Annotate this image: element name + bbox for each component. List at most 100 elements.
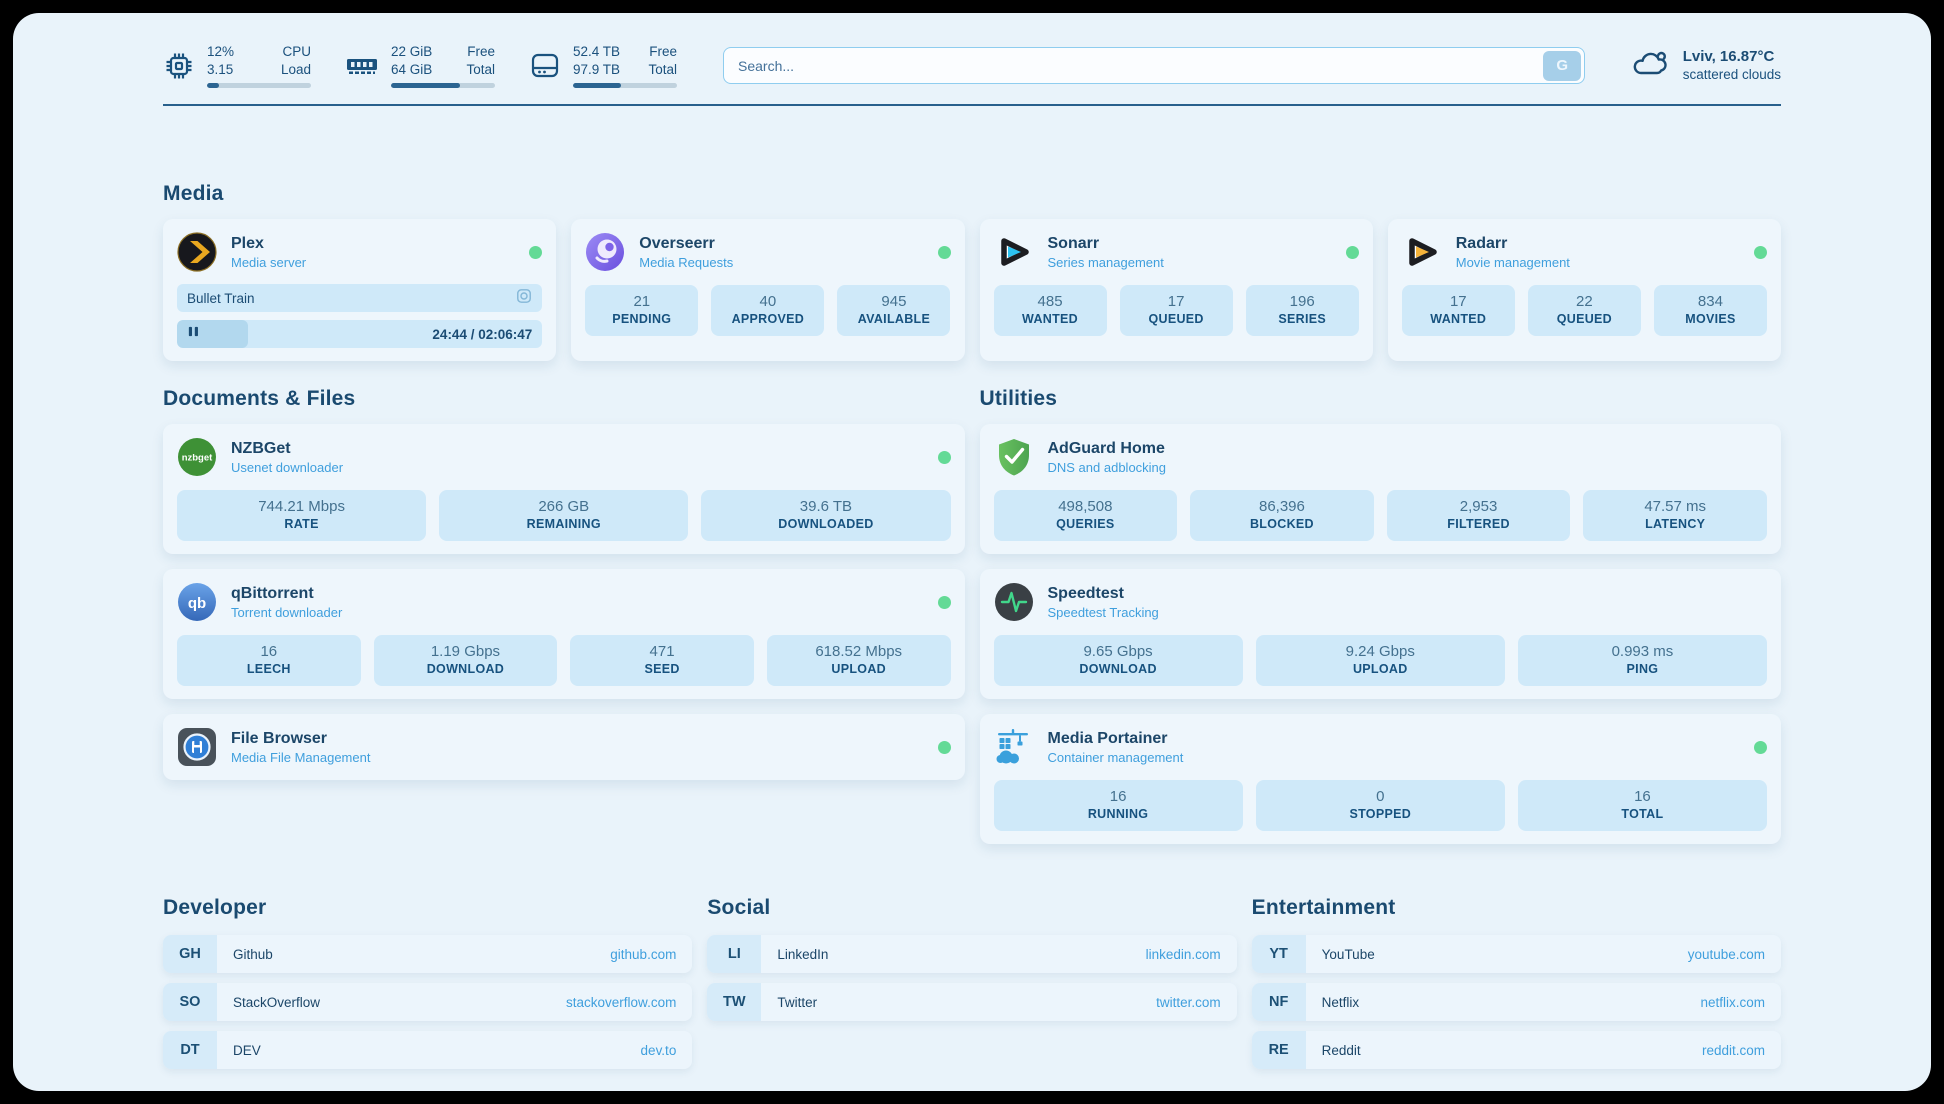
app-card-radarr[interactable]: Radarr Movie management 17 WANTED 22 QUEUE… bbox=[1387, 219, 1781, 361]
status-online-dot bbox=[1754, 245, 1767, 259]
app-subtitle: Movie management bbox=[1455, 254, 1570, 270]
link-url[interactable]: linkedin.com bbox=[1145, 946, 1221, 962]
qbittorrent-icon: qb bbox=[177, 582, 217, 622]
link-reddit[interactable]: RE Reddit reddit.com bbox=[1251, 1031, 1781, 1069]
storage-free-value: 52.4 TB bbox=[573, 44, 621, 59]
app-title: Overseerr bbox=[639, 234, 715, 252]
section-title-developer: Developer bbox=[163, 896, 267, 919]
storage-total-label: Total bbox=[648, 62, 677, 77]
app-subtitle: Media Requests bbox=[639, 254, 734, 270]
storage-progress-fill bbox=[573, 83, 621, 88]
status-online-dot bbox=[937, 450, 951, 464]
link-abbr: YT bbox=[1251, 935, 1306, 973]
link-linkedin[interactable]: LI LinkedIn linkedin.com bbox=[707, 935, 1237, 973]
stat-download: 9.65 Gbps DOWNLOAD bbox=[993, 635, 1243, 686]
pause-icon[interactable] bbox=[187, 325, 200, 343]
app-card-sonarr[interactable]: Sonarr Series management 485 WANTED 17 QUE… bbox=[979, 219, 1373, 361]
app-card-qbittorrent[interactable]: qb qBittorrent Torrent downloader 16 LEEC… bbox=[163, 569, 965, 699]
stat-pending: 21 PENDING bbox=[585, 285, 699, 336]
link-youtube[interactable]: YT YouTube youtube.com bbox=[1251, 935, 1781, 973]
link-url[interactable]: twitter.com bbox=[1156, 994, 1221, 1010]
app-title: Sonarr bbox=[1047, 234, 1100, 252]
section-title-documents: Documents & Files bbox=[163, 387, 356, 410]
app-subtitle: Torrent downloader bbox=[231, 604, 343, 620]
link-url[interactable]: reddit.com bbox=[1701, 1042, 1765, 1058]
link-dev[interactable]: DT DEV dev.to bbox=[163, 1031, 693, 1069]
cpu-load-value: 3.15 bbox=[207, 62, 234, 77]
section-title-utilities: Utilities bbox=[979, 387, 1058, 410]
link-abbr: DT bbox=[163, 1031, 217, 1069]
app-card-adguard[interactable]: AdGuard Home DNS and adblocking 498,508 Q… bbox=[979, 424, 1781, 554]
link-twitter[interactable]: TW Twitter twitter.com bbox=[707, 983, 1237, 1021]
link-url[interactable]: github.com bbox=[610, 946, 677, 962]
status-online-dot bbox=[937, 595, 951, 609]
app-card-nzbget[interactable]: nzbget NZBGet Usenet downloader 744.21 M… bbox=[163, 424, 965, 554]
app-title: File Browser bbox=[231, 729, 328, 747]
app-card-plex[interactable]: Plex Media server Bullet Train bbox=[163, 219, 557, 361]
storage-icon bbox=[529, 50, 561, 82]
overseerr-icon bbox=[585, 232, 625, 272]
link-stackoverflow[interactable]: SO StackOverflow stackoverflow.com bbox=[163, 983, 693, 1021]
search-input[interactable] bbox=[723, 47, 1585, 84]
now-playing-title: Bullet Train bbox=[187, 290, 255, 306]
stat-leech: 16 LEECH bbox=[177, 635, 361, 686]
cpu-usage-value: 12% bbox=[207, 44, 235, 59]
cpu-progress-fill bbox=[207, 83, 220, 88]
stat-rate: 744.21 Mbps RATE bbox=[177, 490, 427, 541]
link-github[interactable]: GH Github github.com bbox=[163, 935, 693, 973]
memory-stat-group: 22 GiB Free 64 GiB Total bbox=[345, 43, 495, 88]
stat-running: 16 RUNNING bbox=[993, 780, 1243, 831]
cpu-stat-group: 12% CPU 3.15 Load bbox=[163, 43, 311, 88]
stat-remaining: 266 GB REMAINING bbox=[439, 490, 689, 541]
cpu-load-label: Load bbox=[280, 62, 311, 77]
app-title: Radarr bbox=[1455, 234, 1508, 252]
memory-progress-track bbox=[391, 83, 495, 88]
link-name: LinkedIn bbox=[777, 946, 829, 962]
cpu-progress-track bbox=[207, 83, 311, 88]
stat-upload: 618.52 Mbps UPLOAD bbox=[766, 635, 951, 686]
app-subtitle: Speedtest Tracking bbox=[1047, 604, 1159, 620]
link-url[interactable]: netflix.com bbox=[1700, 994, 1765, 1010]
cpu-icon bbox=[163, 50, 195, 82]
playback-progress-bar[interactable]: 24:44 / 02:06:47 bbox=[177, 320, 543, 348]
app-subtitle: Media server bbox=[231, 254, 307, 270]
link-name: Netflix bbox=[1321, 994, 1360, 1010]
stat-filtered: 2,953 FILTERED bbox=[1386, 490, 1571, 541]
weather-location-temp: Lviv, 16.87°C bbox=[1682, 48, 1775, 65]
filebrowser-icon bbox=[177, 727, 217, 767]
app-subtitle: Media File Management bbox=[231, 749, 371, 765]
link-url[interactable]: stackoverflow.com bbox=[566, 994, 677, 1010]
memory-icon bbox=[345, 50, 379, 82]
cpu-label: CPU bbox=[282, 44, 311, 59]
session-camera-icon[interactable] bbox=[516, 288, 532, 309]
link-url[interactable]: dev.to bbox=[640, 1042, 677, 1058]
link-netflix[interactable]: NF Netflix netflix.com bbox=[1251, 983, 1781, 1021]
link-name: Github bbox=[233, 946, 273, 962]
app-card-portainer[interactable]: Media Portainer Container management 16 R… bbox=[979, 714, 1781, 844]
app-title: AdGuard Home bbox=[1047, 439, 1165, 457]
radarr-icon bbox=[1402, 232, 1442, 272]
weather-condition: scattered clouds bbox=[1682, 67, 1781, 82]
link-abbr: NF bbox=[1251, 983, 1306, 1021]
sonarr-icon bbox=[994, 232, 1034, 272]
section-title-social: Social bbox=[707, 896, 771, 919]
documents-column: Documents & Files nzbget NZBGet U bbox=[163, 387, 965, 844]
link-abbr: TW bbox=[707, 983, 762, 1021]
memory-total-label: Total bbox=[466, 62, 495, 77]
status-online-dot bbox=[529, 245, 543, 259]
stat-queued: 22 QUEUED bbox=[1527, 285, 1641, 336]
app-card-speedtest[interactable]: Speedtest Speedtest Tracking 9.65 Gbps DO… bbox=[979, 569, 1781, 699]
storage-progress-track bbox=[573, 83, 677, 88]
link-abbr: RE bbox=[1251, 1031, 1306, 1069]
app-card-filebrowser[interactable]: File Browser Media File Management bbox=[163, 714, 965, 780]
status-online-dot bbox=[1345, 245, 1359, 259]
app-card-overseerr[interactable]: Overseerr Media Requests 21 PENDING 40 APP… bbox=[571, 219, 965, 361]
memory-free-value: 22 GiB bbox=[391, 44, 433, 59]
google-search-button[interactable]: G bbox=[1543, 50, 1582, 81]
stat-available: 945 AVAILABLE bbox=[837, 285, 951, 336]
storage-free-label: Free bbox=[649, 44, 677, 59]
storage-stat-group: 52.4 TB Free 97.9 TB Total bbox=[529, 43, 677, 88]
speedtest-icon bbox=[994, 582, 1034, 622]
link-url[interactable]: youtube.com bbox=[1687, 946, 1765, 962]
